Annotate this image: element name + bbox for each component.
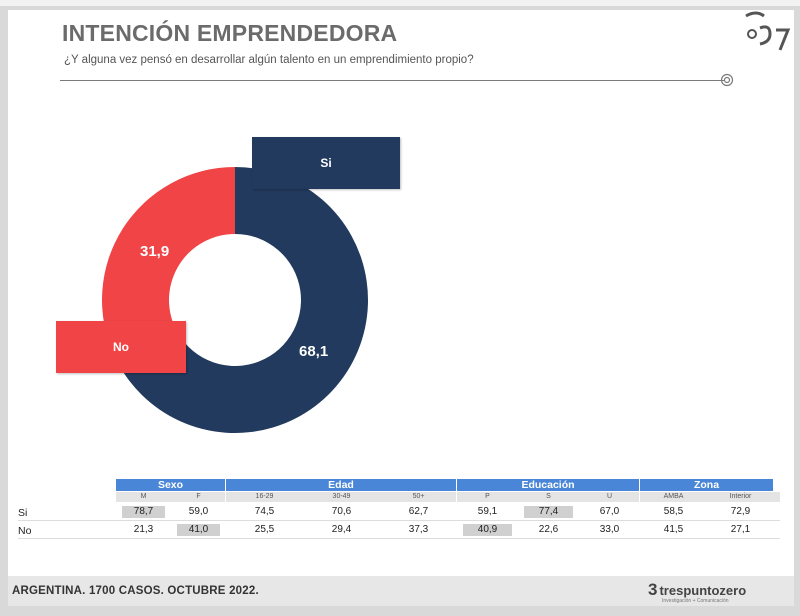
table-cell: 29,4 [331, 524, 352, 535]
table-cell: 37,3 [408, 524, 429, 535]
row-label: No [18, 525, 32, 537]
column-header: M [140, 493, 147, 500]
brand-name: trespuntozero [659, 582, 747, 598]
group-separator [456, 479, 457, 537]
legend-text-si: Si [320, 156, 332, 170]
group-header: Educación [457, 479, 639, 491]
slide: INTENCIÓN EMPRENDEDORA ¿Y alguna vez pen… [8, 10, 794, 606]
table-cell: 78,7 [122, 506, 165, 518]
column-header: U [606, 493, 613, 500]
legend-text-no: No [113, 340, 129, 354]
top-strip [0, 0, 800, 6]
table-cell: 62,7 [408, 506, 429, 517]
table-cell: 59,1 [477, 506, 498, 517]
table-cell: 41,5 [663, 524, 684, 535]
spiral-icon [720, 73, 734, 87]
row-label: Si [18, 507, 28, 519]
column-header: 30-49 [332, 493, 351, 500]
title-divider [60, 80, 724, 81]
data-label-no: 31,9 [140, 243, 170, 260]
table-cell: 74,5 [254, 506, 275, 517]
column-header: S [546, 493, 551, 500]
legend-label-no: No [56, 321, 186, 373]
table-cell: 72,9 [730, 506, 751, 517]
row-divider [18, 538, 780, 539]
brand-mark: 3 [648, 580, 658, 599]
donut-chart [102, 167, 369, 433]
table-cell: 77,4 [524, 506, 573, 518]
group-header: Zona [640, 479, 773, 491]
table-cell: 59,0 [188, 506, 209, 517]
table-cell: 25,5 [254, 524, 275, 535]
table-cell: 22,6 [538, 524, 559, 535]
donut-slice-no [102, 167, 235, 356]
group-header: Sexo [116, 479, 225, 491]
group-separator [639, 479, 640, 537]
table-cell: 27,1 [730, 524, 751, 535]
group-header: Edad [226, 479, 456, 491]
data-label-si: 68,1 [299, 343, 329, 360]
brand-logo: 3 trespuntozero Investigación + Comunica… [648, 580, 747, 604]
brand-corner-icon [745, 11, 791, 51]
question-subtitle: ¿Y alguna vez pensó en desarrollar algún… [64, 54, 474, 66]
subheader-band [116, 492, 780, 502]
table-cell: 67,0 [599, 506, 620, 517]
footer: ARGENTINA. 1700 CASOS. OCTUBRE 2022. 3 t… [8, 576, 794, 606]
table-cell: 33,0 [599, 524, 620, 535]
row-divider [18, 520, 780, 521]
table-cell: 21,3 [133, 524, 154, 535]
column-header: 16-29 [255, 493, 274, 500]
column-header: 50+ [412, 493, 425, 500]
legend-label-si: Si [252, 137, 400, 189]
table-cell: 40,9 [463, 524, 512, 536]
brand-tagline: Investigación + Comunicación [662, 598, 729, 604]
column-header: P [485, 493, 490, 500]
column-header: AMBA [663, 493, 684, 500]
footer-source: ARGENTINA. 1700 CASOS. OCTUBRE 2022. [12, 585, 259, 597]
page-title: INTENCIÓN EMPRENDEDORA [62, 20, 398, 46]
group-separator [225, 479, 226, 537]
table-cell: 70,6 [331, 506, 352, 517]
table-cell: 58,5 [663, 506, 684, 517]
column-header: Interior [729, 493, 752, 500]
column-header: F [196, 493, 201, 500]
table-cell: 41,0 [177, 524, 220, 536]
